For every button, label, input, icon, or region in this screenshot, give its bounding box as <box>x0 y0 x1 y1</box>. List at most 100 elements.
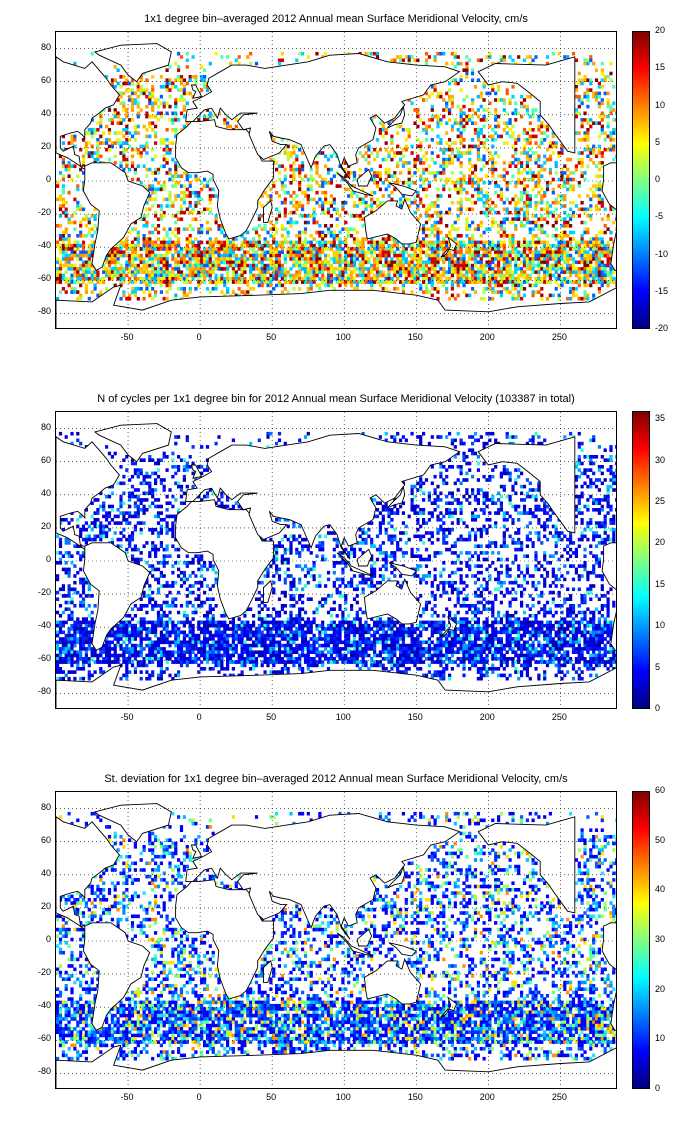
y-tick-label: -60 <box>37 1033 51 1044</box>
x-tick-label: 100 <box>335 712 351 722</box>
grid-lines <box>56 792 616 1088</box>
y-tick-label: 20 <box>40 520 51 531</box>
x-tick-label: -50 <box>120 712 134 722</box>
y-tick-label: -80 <box>37 306 51 317</box>
x-tick-label: 150 <box>407 712 423 722</box>
y-tick-label: 40 <box>40 867 51 878</box>
panel-title: 1x1 degree bin–averaged 2012 Annual mean… <box>144 13 528 25</box>
coastlines <box>56 423 616 708</box>
land-madagascar <box>263 580 273 603</box>
colorbar-tick-label: 35 <box>655 413 666 424</box>
colorbar-tick-label: 10 <box>655 1033 666 1044</box>
map-plot <box>56 792 616 1088</box>
land-indonesia <box>336 932 374 957</box>
colorbar-tick-label: 0 <box>655 703 661 713</box>
colorbar-tick-label: 50 <box>655 834 666 845</box>
ocean-bins <box>56 811 616 1061</box>
panel-title: St. deviation for 1x1 degree bin–average… <box>104 773 568 785</box>
colorbar-tick-label: 30 <box>655 454 666 465</box>
y-tick-label: 0 <box>45 554 51 564</box>
y-tick-label: 0 <box>45 934 51 944</box>
map-plot <box>56 32 616 328</box>
x-tick-label: -50 <box>120 1092 134 1102</box>
x-tick-label: 250 <box>551 332 567 342</box>
map-frame <box>55 31 617 329</box>
land-samerica_w <box>601 542 616 651</box>
land-antarctica <box>56 664 616 708</box>
map-frame <box>55 411 617 709</box>
land-newguinea <box>388 182 418 197</box>
y-tick-label: 60 <box>40 74 51 85</box>
x-tick-label: 200 <box>479 712 495 722</box>
colorbar-tick-label: 20 <box>655 983 666 994</box>
land-newguinea <box>388 942 418 957</box>
land-africa <box>175 499 275 620</box>
colorbar-tick-label: 20 <box>655 25 666 35</box>
colorbar-tick-label: 20 <box>655 537 666 548</box>
land-newguinea <box>388 562 418 577</box>
land-indonesia <box>336 552 374 577</box>
colorbar-tick-label: 25 <box>655 496 666 507</box>
y-tick-label: -40 <box>37 620 51 631</box>
land-nz <box>440 996 458 1018</box>
x-tick-label: 200 <box>479 1092 495 1102</box>
x-tick-label: 50 <box>266 712 277 722</box>
colorbar-tick-label: 15 <box>655 62 666 73</box>
x-tick-label: 250 <box>551 712 567 722</box>
y-tick-label: 80 <box>40 801 51 812</box>
ocean-bins <box>56 431 616 681</box>
land-eurasia <box>185 813 461 940</box>
land-samerica <box>82 542 151 652</box>
land-japan <box>387 106 406 129</box>
x-tick-label: 50 <box>266 332 277 342</box>
land-samerica <box>82 922 151 1032</box>
colorbar-tick-label: 0 <box>655 1083 661 1093</box>
x-tick-label: -50 <box>120 332 134 342</box>
land-australia <box>363 957 422 1005</box>
x-tick-label: 50 <box>266 1092 277 1102</box>
colorbar-tick-label: 40 <box>655 884 666 895</box>
land-antarctica <box>56 284 616 328</box>
land-antarctica <box>56 1044 616 1088</box>
x-tick-label: 250 <box>551 1092 567 1102</box>
land-borneo <box>356 928 373 947</box>
grid-lines <box>56 32 616 328</box>
land-australia <box>363 197 422 245</box>
colorbar <box>632 791 650 1089</box>
land-madagascar <box>263 960 273 983</box>
map-plot <box>56 412 616 708</box>
colorbar-tick-label: 10 <box>655 620 666 631</box>
y-tick-label: 40 <box>40 487 51 498</box>
x-tick-label: 200 <box>479 332 495 342</box>
y-tick-label: 60 <box>40 454 51 465</box>
y-tick-label: -60 <box>37 273 51 284</box>
land-africa <box>175 879 275 1000</box>
colorbar-tick-label: 15 <box>655 578 666 589</box>
colorbar-tick-label: 5 <box>655 661 661 672</box>
land-australia <box>363 577 422 625</box>
colorbar-tick-label: 10 <box>655 99 666 110</box>
colorbar <box>632 31 650 329</box>
x-tick-label: 0 <box>196 332 202 342</box>
x-tick-label: 0 <box>196 712 202 722</box>
land-borneo <box>356 548 373 567</box>
colorbar-tick-label: -5 <box>655 211 664 222</box>
land-africa <box>175 119 275 240</box>
land-borneo <box>356 168 373 187</box>
coastlines <box>56 803 616 1088</box>
y-tick-label: 20 <box>40 900 51 911</box>
map-frame <box>55 791 617 1089</box>
y-tick-label: -80 <box>37 1066 51 1077</box>
y-tick-label: 40 <box>40 107 51 118</box>
x-tick-label: 100 <box>335 332 351 342</box>
colorbar <box>632 411 650 709</box>
y-tick-label: -20 <box>37 587 51 598</box>
coastlines <box>56 43 616 328</box>
colorbar-tick-label: 5 <box>655 136 661 147</box>
land-japan <box>387 486 406 509</box>
land-greenland <box>93 43 172 83</box>
y-tick-label: 0 <box>45 174 51 184</box>
land-britain <box>190 464 203 479</box>
land-britain <box>190 844 203 859</box>
colorbar-tick-label: -10 <box>655 248 669 259</box>
